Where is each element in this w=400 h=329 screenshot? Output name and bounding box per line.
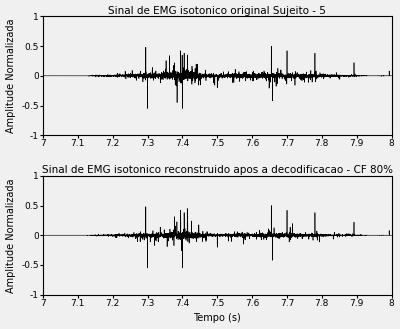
Y-axis label: Amplitude Normalizada: Amplitude Normalizada bbox=[6, 18, 16, 133]
Title: Sinal de EMG isotonico original Sujeito - 5: Sinal de EMG isotonico original Sujeito … bbox=[108, 6, 326, 15]
X-axis label: Tempo (s): Tempo (s) bbox=[193, 314, 241, 323]
Title: Sinal de EMG isotonico reconstruido apos a decodificacao - CF 80%: Sinal de EMG isotonico reconstruido apos… bbox=[42, 165, 393, 175]
Y-axis label: Amplitude Normalizada: Amplitude Normalizada bbox=[6, 178, 16, 292]
